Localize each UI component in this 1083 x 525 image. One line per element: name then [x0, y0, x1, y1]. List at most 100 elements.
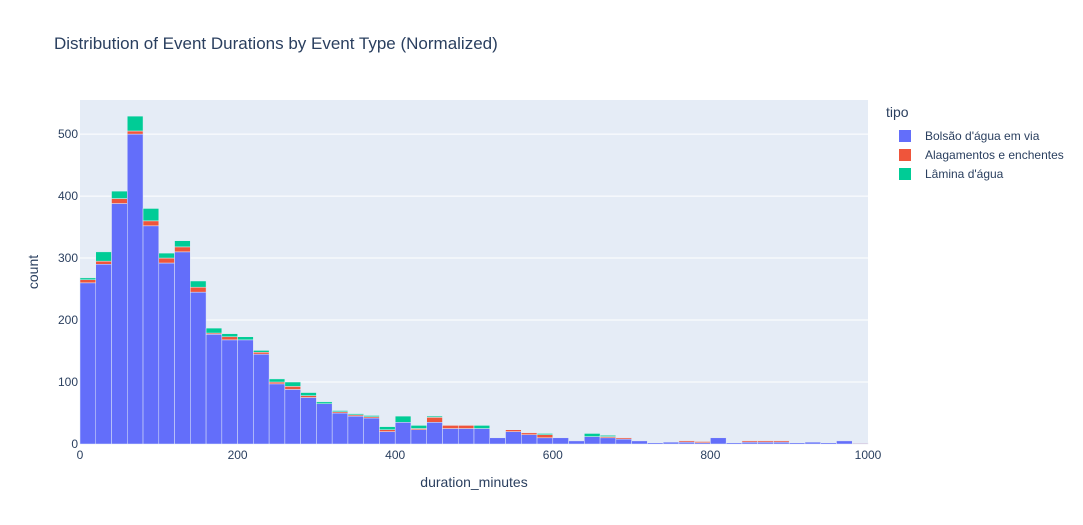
bar-segment[interactable] — [820, 442, 837, 445]
bar-segment[interactable] — [190, 280, 207, 288]
bar-segment[interactable] — [284, 386, 301, 390]
bar-segment[interactable] — [757, 440, 774, 443]
bar-segment[interactable] — [457, 428, 475, 445]
bar-segment[interactable] — [568, 440, 585, 445]
bar-segment[interactable] — [505, 429, 522, 432]
bar-segment[interactable] — [284, 389, 301, 445]
bar-segment[interactable] — [599, 437, 617, 445]
bar-segment[interactable] — [221, 336, 238, 341]
bar-segment[interactable] — [221, 339, 238, 445]
bar-segment[interactable] — [678, 440, 695, 443]
bar-segment[interactable] — [615, 438, 632, 445]
bar-segment[interactable] — [142, 220, 160, 227]
bar-segment[interactable] — [363, 417, 380, 445]
bar-segment[interactable] — [268, 378, 286, 383]
bar-segment[interactable] — [741, 441, 758, 445]
bar-segment[interactable] — [300, 392, 317, 396]
bar-segment[interactable] — [804, 441, 821, 445]
bar-segment[interactable] — [394, 415, 412, 423]
bar-segment[interactable] — [300, 395, 317, 398]
bar-segment[interactable] — [394, 422, 412, 445]
bar-segment[interactable] — [95, 260, 112, 265]
bar-segment[interactable] — [174, 240, 191, 248]
bar-segment[interactable] — [410, 429, 427, 445]
bar-segment[interactable] — [127, 133, 144, 445]
bar-segment[interactable] — [111, 198, 128, 204]
bar-segment[interactable] — [694, 441, 711, 444]
bar-segment[interactable] — [347, 413, 364, 416]
bar-segment[interactable] — [599, 435, 617, 437]
bar-segment[interactable] — [300, 397, 317, 445]
bar-segment[interactable] — [536, 434, 554, 439]
bar-segment[interactable] — [253, 353, 270, 445]
bar-segment[interactable] — [710, 437, 727, 445]
legend-item-lamina[interactable]: Lâmina d'água — [886, 164, 1064, 183]
bar-segment[interactable] — [111, 203, 128, 445]
bar-segment[interactable] — [788, 442, 806, 445]
bar-segment[interactable] — [489, 437, 506, 445]
bar-segment[interactable] — [174, 251, 191, 445]
bar-segment[interactable] — [111, 190, 128, 199]
bar-segment[interactable] — [725, 442, 743, 445]
bar-segment[interactable] — [426, 417, 443, 423]
bar-segment[interactable] — [158, 262, 175, 445]
bar-segment[interactable] — [662, 441, 680, 445]
bar-segment[interactable] — [773, 440, 790, 443]
bar-segment[interactable] — [379, 431, 396, 445]
bar-segment[interactable] — [331, 410, 349, 413]
bar-segment[interactable] — [678, 441, 695, 445]
bar-segment[interactable] — [773, 441, 790, 445]
bar-segment[interactable] — [536, 437, 554, 445]
bar-segment[interactable] — [442, 428, 459, 445]
bar-segment[interactable] — [127, 115, 144, 132]
bar-segment[interactable] — [316, 401, 333, 404]
bar-segment[interactable] — [442, 425, 459, 429]
bar-segment[interactable] — [584, 433, 601, 437]
bar-segment[interactable] — [379, 429, 396, 432]
bar-segment[interactable] — [426, 415, 443, 418]
bar-segment[interactable] — [331, 412, 349, 445]
bar-segment[interactable] — [584, 436, 601, 445]
bar-segment[interactable] — [836, 440, 853, 445]
bar-segment[interactable] — [205, 327, 223, 334]
bar-segment[interactable] — [363, 415, 380, 417]
bar-segment[interactable] — [158, 252, 175, 259]
bar-segment[interactable] — [142, 208, 160, 222]
bar-segment[interactable] — [347, 415, 364, 445]
bar-segment[interactable] — [268, 383, 286, 445]
bar-segment[interactable] — [237, 336, 254, 341]
bar-segment[interactable] — [631, 440, 648, 445]
bar-segment[interactable] — [473, 425, 491, 429]
bar-segment[interactable] — [410, 425, 427, 429]
bar-segment[interactable] — [505, 431, 522, 445]
bar-segment[interactable] — [426, 422, 443, 445]
bar-segment[interactable] — [205, 334, 223, 445]
bar-segment[interactable] — [127, 130, 144, 135]
bar-segment[interactable] — [79, 279, 97, 284]
bar-segment[interactable] — [237, 339, 254, 445]
bar-segment[interactable] — [268, 381, 286, 385]
bar-segment[interactable] — [521, 434, 538, 445]
bar-segment[interactable] — [757, 441, 774, 445]
bar-segment[interactable] — [79, 282, 97, 445]
bar-segment[interactable] — [536, 433, 554, 435]
bar-segment[interactable] — [190, 291, 207, 445]
bar-segment[interactable] — [379, 426, 396, 430]
bar-segment[interactable] — [95, 251, 112, 262]
bar-segment[interactable] — [253, 350, 270, 353]
bar-segment[interactable] — [521, 432, 538, 435]
bar-segment[interactable] — [473, 428, 491, 445]
bar-segment[interactable] — [142, 225, 160, 445]
bar-segment[interactable] — [79, 277, 97, 280]
bar-segment[interactable] — [552, 437, 569, 445]
bar-segment[interactable] — [190, 286, 207, 293]
bar-segment[interactable] — [647, 442, 664, 445]
bar-segment[interactable] — [158, 257, 175, 264]
legend-item-bolsao[interactable]: Bolsão d'água em via — [886, 126, 1064, 145]
bar-segment[interactable] — [851, 442, 869, 444]
bar-segment[interactable] — [95, 264, 112, 445]
bar-segment[interactable] — [284, 381, 301, 387]
bar-segment[interactable] — [615, 437, 632, 440]
bar-segment[interactable] — [174, 246, 191, 253]
bar-segment[interactable] — [221, 333, 238, 338]
